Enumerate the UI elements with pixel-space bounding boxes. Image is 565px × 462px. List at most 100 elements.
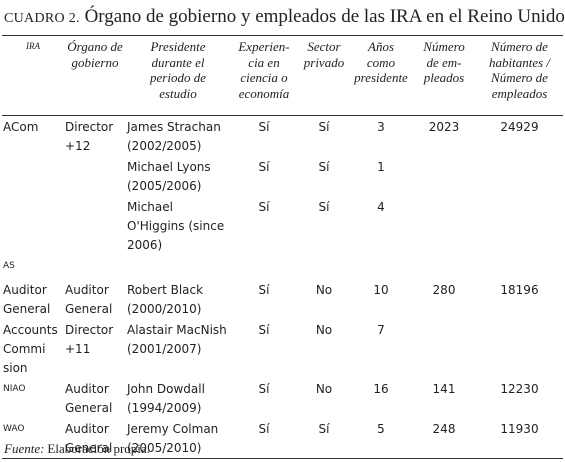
table-cell: Auditor General: [65, 422, 113, 455]
table-cell: Director +12: [65, 120, 114, 153]
header-line: presidente: [354, 70, 408, 85]
table-cell: Sí: [258, 382, 270, 396]
table-cell: [412, 255, 476, 279]
table-cell: [350, 255, 412, 279]
header-row: IRA Órgano de gobierno Presidente durante el…: [2, 35, 563, 116]
table-cell: Sí: [258, 283, 270, 297]
header-line: cia en: [248, 54, 280, 70]
source-note: Fuente: Elaboración propia.: [4, 441, 150, 457]
table-cell: [64, 196, 126, 255]
table-cell: 16: [373, 382, 389, 396]
table-cell: [412, 196, 476, 255]
table-cell: Auditor General: [65, 382, 113, 415]
table-cell: Alastair MacNish (2001/2007): [127, 323, 227, 356]
table-title: CUADRO 2. Órgano de gobierno y empleados…: [4, 6, 565, 28]
table-cell: [64, 255, 126, 279]
table-row: Michael Lyons (2005/2006) Sí Sí 1: [2, 156, 563, 196]
table-cell: WAO: [3, 424, 25, 434]
table-cell: Sí: [318, 160, 330, 174]
column-header: Sector privado: [298, 36, 350, 116]
table-cell: 12230: [500, 382, 539, 396]
table-cell: [476, 319, 563, 378]
header-line: Presidente: [150, 39, 206, 54]
table-row: Michael O'Higgins (since 2006) Sí Sí 4: [2, 196, 563, 255]
table-cell: [412, 319, 476, 378]
table-cell: 280: [432, 283, 456, 297]
table-row: ACom Director +12 James Strachan (2002/200…: [2, 116, 563, 157]
header-line: IRA: [26, 41, 40, 51]
table-cell: 1: [377, 160, 385, 174]
column-header: Número de habitantes / Número de empleados: [476, 36, 563, 116]
column-header: Presidente durante el periodo de estudio: [126, 36, 230, 116]
column-header: Órgano de gobierno: [64, 36, 126, 116]
table-cell: Sí: [258, 120, 270, 134]
table-cell: 141: [432, 382, 456, 396]
header-line: pleados: [423, 70, 465, 85]
table-header: IRA Órgano de gobierno Presidente durante el…: [2, 35, 563, 116]
table-row: NIAO Auditor General John Dowdall (1994/20…: [2, 378, 563, 418]
header-line: Años: [368, 39, 394, 54]
header-line: estudio: [159, 85, 197, 101]
table-cell: [126, 255, 230, 279]
table-cell: [2, 196, 64, 255]
header-line: ciencia o: [240, 70, 288, 85]
table-row: AS: [2, 255, 563, 279]
table-cell: Sí: [258, 422, 270, 436]
header-line: de em-: [426, 54, 462, 70]
table-cell: NIAO: [3, 384, 26, 394]
table-cell: Michael Lyons (2005/2006): [127, 160, 211, 193]
table-cell: Robert Black (2000/2010): [127, 283, 204, 316]
table-cell: [476, 156, 563, 196]
table-cell: [298, 255, 350, 279]
column-header: Años como presidente: [350, 36, 412, 116]
header-line: privado: [303, 54, 345, 70]
table-body: ACom Director +12 James Strachan (2002/200…: [2, 116, 563, 459]
table-cell: Sí: [258, 160, 270, 174]
table-cell: 24929: [500, 120, 539, 134]
table-cell: [64, 156, 126, 196]
table-cell: No: [315, 382, 333, 396]
header-line: Número de: [491, 39, 548, 54]
header-line: Número: [423, 39, 465, 54]
table-cell: John Dowdall (1994/2009): [127, 382, 205, 415]
table-cell: 5: [377, 422, 385, 436]
table-cell: Jeremy Colman (2005/2010): [127, 422, 219, 455]
table-row: Auditor General Auditor General Robert Bla…: [2, 279, 563, 319]
column-header: Número de em-pleados: [412, 36, 476, 116]
source-label: Fuente:: [4, 441, 45, 456]
table-cell: No: [315, 283, 333, 297]
table-cell: James Strachan (2002/2005): [127, 120, 221, 153]
table-cell: No: [315, 323, 333, 337]
table-cell: [476, 255, 563, 279]
header-line: economía: [238, 85, 290, 101]
table-cell: 3: [377, 120, 385, 134]
table-cell: [2, 156, 64, 196]
header-line: durante el: [151, 54, 205, 70]
table-cell: Sí: [318, 120, 330, 134]
table-cell: ACom: [3, 120, 39, 134]
table-cell: 11930: [500, 422, 539, 436]
title-text: Órgano de gobierno y empleados de las IR…: [84, 6, 565, 27]
header-line: habitantes /: [488, 54, 551, 70]
table-cell: Sí: [258, 323, 270, 337]
header-line: Órgano de: [67, 39, 123, 54]
table-cell: 18196: [500, 283, 539, 297]
table-cell: Sí: [318, 200, 330, 214]
table-cell: [230, 255, 298, 279]
source-text: Elaboración propia.: [47, 441, 150, 456]
table-cell: Sí: [258, 200, 270, 214]
table-cell: Auditor General: [3, 283, 51, 316]
table-cell: 4: [377, 200, 385, 214]
table-cell: AS: [3, 261, 15, 271]
table-cell: 2023: [428, 120, 460, 134]
table-cell: [412, 156, 476, 196]
table-cell: Sí: [318, 422, 330, 436]
table-cell: Michael O'Higgins (since 2006): [127, 200, 225, 252]
table-cell: Director +11: [65, 323, 114, 356]
header-line: Número de: [491, 70, 548, 85]
column-header: IRA: [2, 36, 64, 116]
table-cell: [476, 196, 563, 255]
table-cell: 248: [432, 422, 456, 436]
table: IRA Órgano de gobierno Presidente durante el…: [2, 35, 563, 459]
header-line: periodo de: [150, 70, 206, 85]
